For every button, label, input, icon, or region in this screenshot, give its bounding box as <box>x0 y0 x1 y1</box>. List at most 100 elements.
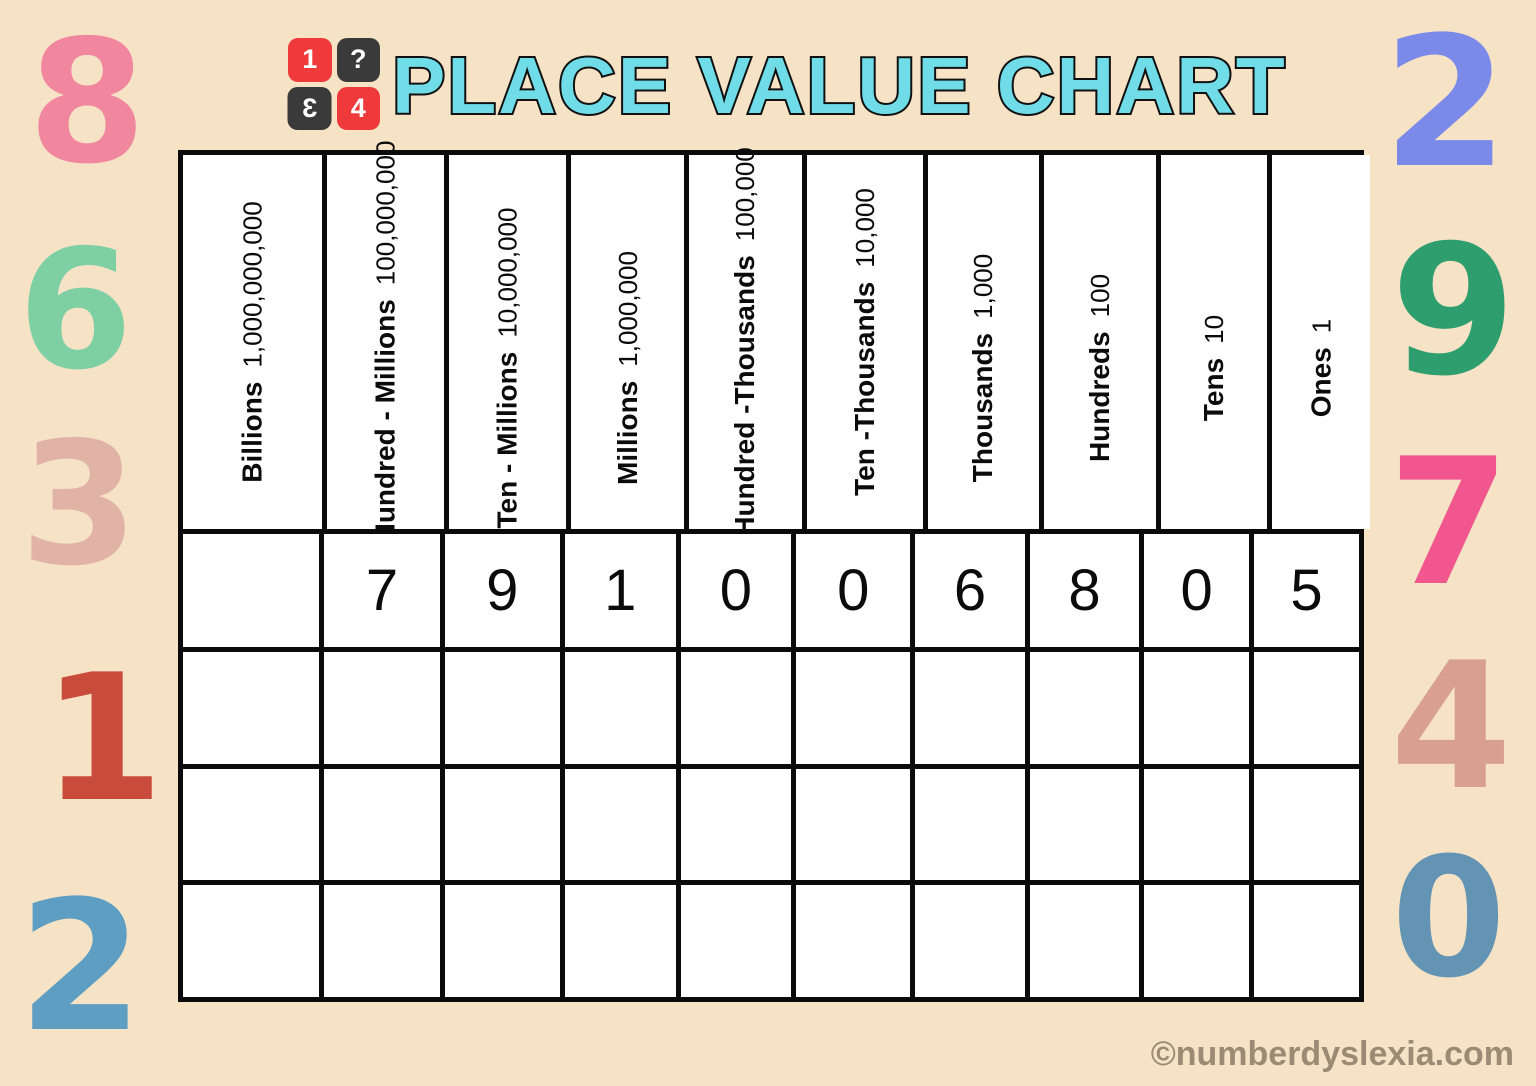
column-header-millions: Millions 1,000,000 <box>566 155 684 529</box>
logo-tile-1: 1 <box>288 38 332 82</box>
mascot-0: 0 <box>1308 836 1506 1033</box>
place-name: Ten -Thousands <box>848 281 880 496</box>
blank-cell[interactable] <box>183 652 320 764</box>
place-value: 1 <box>1305 318 1336 334</box>
place-value: 1,000,000,000 <box>237 201 268 368</box>
logo-tile-4: 4 <box>336 86 380 130</box>
blank-cell[interactable] <box>319 885 440 998</box>
digit-cell-millions[interactable]: 1 <box>559 534 676 647</box>
place-name: Ones <box>1304 347 1336 418</box>
blank-cell[interactable] <box>1249 885 1359 998</box>
digit-cell-hundreds[interactable]: 8 <box>1024 534 1140 647</box>
mascot-1: 1 <box>7 652 171 864</box>
digit-cell-ten-thousands[interactable]: 0 <box>791 534 911 647</box>
mascot-4: 4 <box>1296 640 1512 871</box>
blank-cell[interactable] <box>1249 768 1359 881</box>
blank-cell[interactable] <box>675 768 792 881</box>
mascot-2-left: 2 <box>18 878 217 1058</box>
digit-value: 1 <box>604 557 637 623</box>
numberdyslexia-logo: 1 ? 3 4 <box>288 38 380 130</box>
column-header-ten-thousands: Ten -Thousands 10,000 <box>801 155 923 529</box>
mascot-8: 8 <box>7 18 213 188</box>
blank-cell[interactable] <box>910 768 1025 881</box>
place-value: 100,000 <box>730 147 761 242</box>
place-value: 1,000 <box>968 253 999 319</box>
digit-value: 0 <box>1180 557 1213 623</box>
column-header-ten-millions: Ten - Millions 10,000,000 <box>444 155 567 529</box>
table-row-blank-2 <box>183 763 1359 881</box>
mascot-4-glyph: 4 <box>1390 626 1512 829</box>
blank-cell[interactable] <box>559 652 676 764</box>
place-name: Tens <box>1197 357 1229 422</box>
column-header-hundreds: Hundreds 100 <box>1039 155 1156 529</box>
blank-cell[interactable] <box>439 652 560 764</box>
digit-value: 8 <box>1068 557 1101 623</box>
table-row-blank-3 <box>183 880 1359 998</box>
digit-value: 6 <box>953 557 987 623</box>
column-header-hundred-thousands: Hundred -Thousands 100,000 <box>683 147 802 537</box>
column-header-thousands: Thousands 1,000 <box>922 155 1040 529</box>
place-value: 10,000,000 <box>492 207 523 338</box>
blank-cell[interactable] <box>1139 768 1250 881</box>
place-value: 100 <box>1084 273 1115 318</box>
blank-cell[interactable] <box>1139 885 1250 998</box>
blank-cell[interactable] <box>791 885 911 998</box>
logo-tile-question: ? <box>336 38 380 82</box>
digit-cell-billions[interactable] <box>183 534 320 647</box>
blank-cell[interactable] <box>559 768 676 881</box>
vertical-label: Ones 1 <box>1305 319 1337 418</box>
vertical-label: Tens 10 <box>1198 315 1230 421</box>
blank-cell[interactable] <box>183 768 320 881</box>
digit-value: 5 <box>1290 557 1323 623</box>
blank-cell[interactable] <box>675 885 792 998</box>
digit-value: 0 <box>719 557 752 623</box>
digit-cell-hundred-thousands[interactable]: 0 <box>675 534 792 647</box>
blank-cell[interactable] <box>910 652 1025 764</box>
vertical-label: Hundreds 100 <box>1084 274 1116 462</box>
vertical-label: Hundred -Thousands 100,000 <box>729 147 761 537</box>
blank-cell[interactable] <box>183 885 320 998</box>
table-row-blank-1 <box>183 647 1359 764</box>
digit-cell-tens[interactable]: 0 <box>1139 534 1250 647</box>
digit-value: 7 <box>365 557 399 623</box>
blank-cell[interactable] <box>910 885 1025 998</box>
logo-tile-3-mirrored: 3 <box>288 86 332 130</box>
mascot-8-glyph: 8 <box>28 4 147 202</box>
column-header-hundred-millions: Hundred - Millions 100,000,000 <box>321 141 445 543</box>
place-value: 100,000,000 <box>370 140 401 286</box>
blank-cell[interactable] <box>319 652 440 764</box>
page-title: PLACE VALUE CHART <box>390 39 1287 132</box>
place-name: Ten - Millions <box>491 351 523 529</box>
digit-cell-ten-millions[interactable]: 9 <box>439 534 560 647</box>
vertical-label: Hundred - Millions 100,000,000 <box>369 141 401 544</box>
blank-cell[interactable] <box>1024 885 1140 998</box>
mascot-2-right-glyph: 2 <box>1382 0 1508 208</box>
place-name: Hundreds <box>1083 331 1115 463</box>
mascot-2-right: 2 <box>1383 14 1527 194</box>
blank-cell[interactable] <box>675 652 792 764</box>
digit-cell-hundred-millions[interactable]: 7 <box>319 534 440 647</box>
copyright-watermark: ©numberdyslexia.com <box>1150 1035 1514 1073</box>
blank-cell[interactable] <box>439 885 560 998</box>
blank-cell[interactable] <box>1024 768 1140 881</box>
vertical-label: Ten - Millions 10,000,000 <box>492 208 524 529</box>
digit-value: 0 <box>837 557 870 623</box>
table-header-row: Billions 1,000,000,000 Hundred - Million… <box>183 141 1371 543</box>
mascot-3: 3 <box>20 420 138 590</box>
place-name: Billions <box>236 381 268 483</box>
digit-cell-thousands[interactable]: 6 <box>910 534 1025 647</box>
blank-cell[interactable] <box>1249 652 1359 764</box>
mascot-6: 6 <box>1 228 199 440</box>
place-value: 1,000,000 <box>612 251 643 367</box>
blank-cell[interactable] <box>1139 652 1250 764</box>
blank-cell[interactable] <box>1024 652 1140 764</box>
page-header: 1 ? 3 4 PLACE VALUE CHART <box>0 0 1536 150</box>
blank-cell[interactable] <box>319 768 440 881</box>
vertical-label: Thousands 1,000 <box>967 254 999 482</box>
blank-cell[interactable] <box>791 768 911 881</box>
blank-cell[interactable] <box>791 652 911 764</box>
place-value: 10 <box>1198 314 1229 344</box>
blank-cell[interactable] <box>559 885 676 998</box>
digit-cell-ones[interactable]: 5 <box>1249 534 1359 647</box>
blank-cell[interactable] <box>439 768 560 881</box>
